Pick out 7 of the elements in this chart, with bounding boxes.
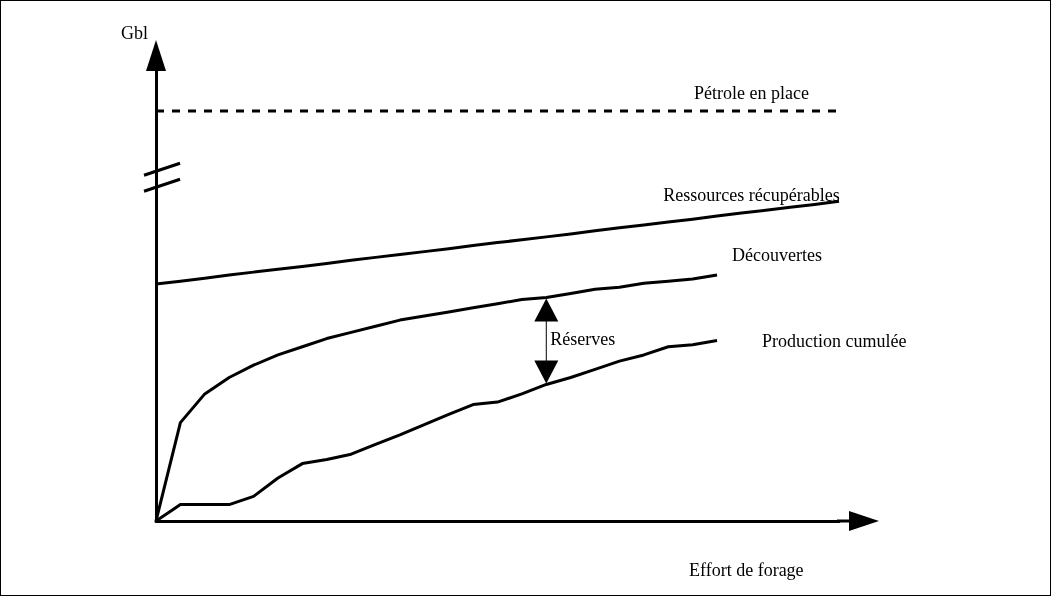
x-axis-title: Effort de forage [689,560,804,580]
text: Production cumulée [762,330,907,351]
annotation: Réserves [550,329,616,350]
y-axis-title: Gbl [121,23,148,43]
series-label: Ressources récupérables [663,185,840,206]
series-label: Découvertes [732,245,823,265]
series-label: Pétrole en place [693,83,809,103]
